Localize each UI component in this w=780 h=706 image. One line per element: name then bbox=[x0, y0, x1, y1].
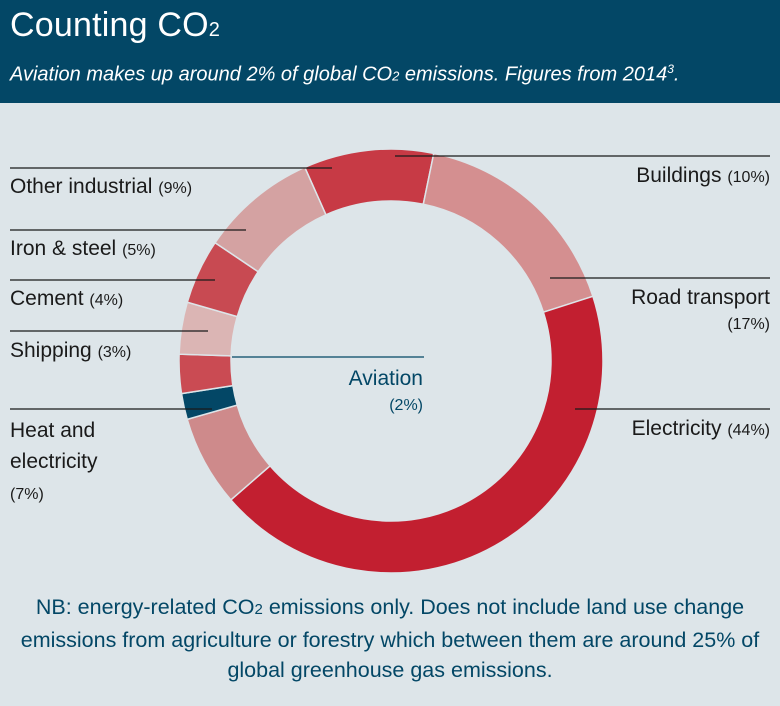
chart-title: Counting CO2 bbox=[10, 6, 221, 44]
footnote: NB: energy-related CO2 emissions only. D… bbox=[20, 595, 760, 682]
header-banner: Counting CO2 Aviation makes up around 2%… bbox=[0, 0, 780, 103]
label-electricity: Electricity (44%) bbox=[631, 417, 770, 440]
label-shipping: Shipping (3%) bbox=[10, 339, 132, 362]
label-road-transport: Road transport (17%) bbox=[631, 286, 770, 333]
slice-electricity bbox=[229, 295, 604, 574]
slice-road-transport bbox=[422, 152, 594, 314]
label-cement: Cement (4%) bbox=[10, 287, 124, 310]
title-subscript: 2 bbox=[208, 19, 221, 41]
label-heat-electricity: Heat and electricity (7%) bbox=[10, 419, 98, 503]
label-iron-steel: Iron & steel (5%) bbox=[10, 237, 156, 260]
chart-subtitle: Aviation makes up around 2% of global CO… bbox=[10, 62, 680, 86]
slice-buildings bbox=[303, 148, 435, 216]
label-aviation: Aviation (2%) bbox=[348, 367, 423, 414]
label-buildings: Buildings (10%) bbox=[636, 164, 770, 187]
label-other-industrial: Other industrial (9%) bbox=[10, 175, 193, 198]
slice-other-industrial bbox=[214, 166, 327, 273]
donut-chart bbox=[10, 148, 770, 574]
